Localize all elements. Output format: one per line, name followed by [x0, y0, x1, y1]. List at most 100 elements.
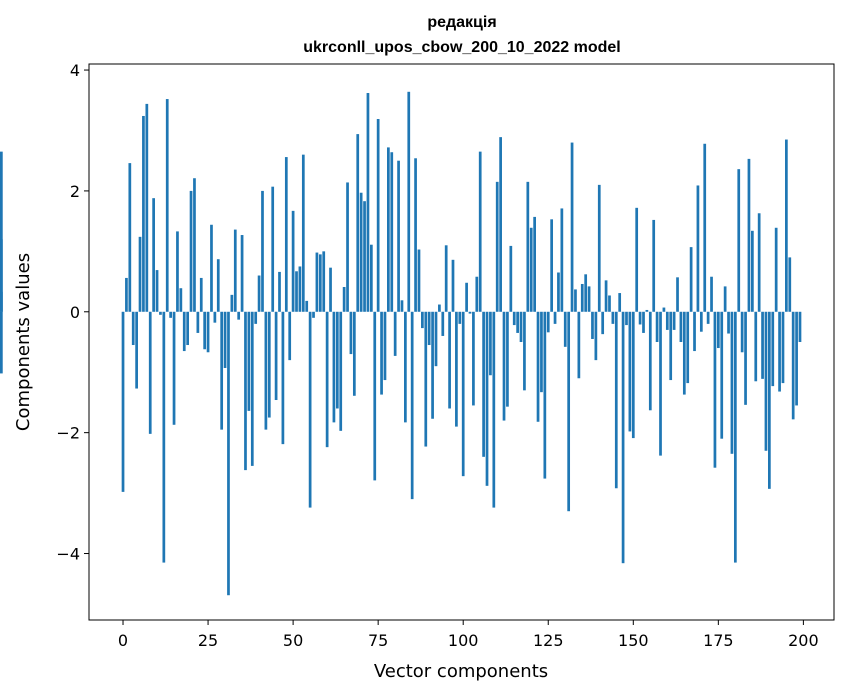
bar	[642, 311, 645, 333]
bar	[682, 311, 686, 395]
x-axis-ticks: 0 25 50 75 100 125 150 175 200	[118, 620, 819, 650]
bar	[369, 244, 373, 312]
bar	[169, 311, 172, 318]
bar	[611, 311, 615, 324]
bar	[570, 142, 574, 312]
bar	[387, 147, 390, 312]
bar	[621, 311, 625, 564]
bar	[744, 311, 747, 405]
bar	[785, 139, 788, 312]
bar	[686, 311, 690, 384]
x-tick-label: 75	[368, 631, 388, 650]
bar	[0, 311, 3, 374]
bar	[0, 239, 3, 312]
bar	[335, 311, 339, 409]
bar	[519, 311, 523, 342]
y-axis-label: Components values	[13, 253, 34, 431]
bar	[679, 311, 683, 342]
bar	[237, 311, 241, 320]
bar	[182, 311, 186, 352]
y-tick-label: −2	[56, 424, 80, 443]
bar	[533, 216, 536, 312]
bar	[417, 249, 421, 312]
bar	[778, 311, 781, 392]
bar	[264, 311, 268, 430]
bar	[502, 311, 506, 421]
bar	[665, 311, 669, 330]
bar	[798, 311, 802, 342]
bar	[288, 311, 292, 361]
bar	[298, 266, 302, 312]
x-axis-label: Vector components	[374, 661, 548, 682]
bar	[162, 311, 166, 563]
bar	[223, 311, 227, 368]
plot-area-frame	[88, 63, 835, 621]
bar	[373, 311, 377, 481]
bar	[438, 304, 441, 312]
bar	[159, 311, 162, 315]
bar	[648, 311, 652, 411]
bar	[761, 311, 764, 379]
bar	[145, 103, 149, 312]
bar	[540, 311, 543, 393]
bar	[747, 158, 751, 312]
bar	[397, 160, 400, 312]
bar	[216, 259, 220, 312]
bar	[696, 185, 700, 312]
bar	[172, 311, 176, 425]
bar	[329, 267, 332, 312]
bar	[669, 311, 673, 381]
bar	[274, 311, 278, 401]
x-tick-label: 175	[703, 631, 734, 650]
bar	[148, 311, 152, 434]
bar	[346, 182, 349, 312]
bar	[230, 294, 234, 312]
bar	[356, 134, 360, 312]
bar	[771, 311, 775, 387]
bar	[444, 245, 448, 312]
bar	[594, 311, 598, 361]
bar	[526, 181, 530, 312]
bar	[410, 311, 414, 500]
bar	[710, 276, 713, 312]
bar	[291, 210, 295, 312]
bar	[563, 311, 567, 347]
bar	[631, 311, 635, 439]
bar	[278, 271, 281, 312]
y-tick-label: −4	[56, 545, 80, 564]
bar	[516, 311, 519, 333]
bar	[676, 277, 679, 312]
x-tick-label: 125	[533, 631, 564, 650]
bar	[655, 311, 659, 342]
bar	[550, 219, 554, 312]
bar	[318, 254, 322, 312]
bar	[244, 311, 247, 471]
bar	[512, 311, 516, 326]
bar	[625, 311, 628, 326]
bar	[506, 311, 509, 407]
bar	[485, 311, 489, 486]
bar	[482, 311, 485, 457]
bar	[723, 286, 727, 312]
bar	[404, 311, 407, 423]
bar	[574, 289, 577, 312]
bar	[206, 311, 210, 353]
bar	[591, 311, 594, 339]
bar	[703, 143, 707, 312]
bar	[189, 190, 193, 312]
bar	[465, 282, 468, 312]
bar	[250, 311, 254, 466]
bar	[400, 300, 404, 312]
y-tick-label: 2	[70, 182, 80, 201]
bar	[577, 311, 581, 379]
bar	[597, 184, 601, 312]
bar	[567, 311, 571, 512]
bar	[740, 311, 744, 353]
bar	[584, 274, 588, 312]
bar	[461, 311, 465, 477]
bar	[301, 154, 305, 312]
bar	[601, 311, 605, 335]
bar	[448, 311, 451, 409]
bar	[472, 311, 475, 406]
